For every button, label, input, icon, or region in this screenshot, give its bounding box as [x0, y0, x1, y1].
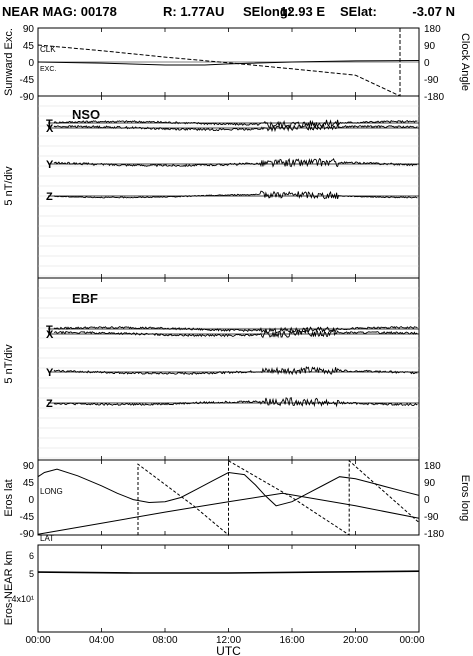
tick-right-m180: -180	[424, 92, 444, 103]
tick-left-90: 90	[23, 24, 35, 35]
panel-sunward-clock: Sunward Exc. Clock Angle 90 45 0 -45 -90…	[3, 24, 471, 103]
x-tick-1600: 16:00	[279, 635, 304, 646]
series-trace-z	[53, 190, 418, 200]
tick-right-90: 90	[424, 41, 436, 52]
panel-frame	[37, 544, 420, 633]
series-trace-x	[53, 328, 418, 339]
y-axis-title-right: Eros long	[459, 475, 471, 521]
series-label-t: T	[46, 324, 53, 336]
x-tick-0000: 00:00	[25, 635, 50, 646]
series-lat	[137, 459, 420, 537]
y-axis-title-nso: 5 nT/div	[3, 166, 15, 206]
tick-right-0: 0	[424, 495, 430, 506]
series-trace-t	[53, 119, 418, 130]
y-axis-title-left: Sunward Exc.	[3, 28, 15, 96]
tick-left-m90: -90	[20, 529, 35, 540]
instrument-label: NEAR MAG: 00178	[2, 4, 117, 19]
exc-annotation: EXC.	[40, 66, 56, 73]
x-axis: 00:00 04:00 08:00 12:00 16:00 20:00 00:0…	[25, 635, 424, 656]
ebf-series-group: TX Y Z	[46, 324, 419, 410]
tick-left-0: 0	[28, 495, 34, 506]
selat-label: SElat:	[340, 4, 377, 19]
series-long	[37, 468, 420, 507]
panel-ebf: EBF 5 nT/div TX Y Z	[3, 277, 420, 461]
long-annotation: LONG	[40, 487, 63, 496]
selong-value: 12.93 E	[280, 4, 325, 19]
x-tick-1200: 12:00	[216, 635, 241, 646]
x-tick-0800: 08:00	[152, 635, 177, 646]
tick-left-45: 45	[23, 478, 35, 489]
series-exc	[37, 60, 420, 66]
tick-5: 5	[29, 569, 34, 579]
x-tick-2400: 00:00	[399, 635, 424, 646]
panel-title-ebf: EBF	[72, 291, 98, 306]
tick-right-180: 180	[424, 461, 441, 472]
tick-left-m45: -45	[20, 75, 35, 86]
series-label-y: Y	[46, 159, 54, 171]
series-label-y: Y	[46, 367, 54, 379]
y-axis-title-ebf: 5 nT/div	[3, 344, 15, 384]
series-ascending	[37, 492, 420, 535]
nso-series-group: TX Y Z	[46, 118, 419, 203]
tick-left-0: 0	[28, 58, 34, 69]
eros-series-group	[37, 459, 420, 537]
clk-annotation: CLK	[40, 45, 56, 54]
series-trace-x	[53, 122, 418, 133]
series-label-z: Z	[46, 191, 53, 203]
x-tick-0400: 04:00	[89, 635, 114, 646]
y-axis-title-right: Clock Angle	[459, 33, 471, 91]
series-label-z: Z	[46, 398, 53, 410]
tick-right-180: 180	[424, 24, 441, 35]
series-clk	[37, 27, 419, 97]
series-trace-z	[53, 397, 418, 408]
y-axis-title: Eros-NEAR km	[3, 551, 15, 626]
range-label: R: 1.77AU	[163, 4, 224, 19]
tick-right-90: 90	[424, 478, 436, 489]
series-trace-y	[53, 157, 418, 168]
panel-eros-lat-long: Eros lat Eros long 90 45 0 -45 -90 180 9…	[3, 459, 471, 543]
ebf-gridlines	[38, 287, 419, 459]
series-label-x: X	[46, 329, 54, 341]
tick-right-m90: -90	[424, 512, 439, 523]
panel-eros-near: Eros-NEAR km 6 5 4x10¹	[3, 544, 420, 633]
lat-annotation: LAT	[40, 534, 54, 543]
selong-label: SElong:	[243, 4, 292, 19]
series-label-t: T	[46, 118, 53, 130]
tick-right-0: 0	[424, 58, 430, 69]
series-trace-y	[53, 365, 418, 376]
panel-nso: NSO 5 nT/div TX Y Z	[3, 95, 420, 279]
tick-right-m180: -180	[424, 529, 444, 540]
tick-left-m45: -45	[20, 512, 35, 523]
tick-left-45: 45	[23, 41, 35, 52]
figure-header: NEAR MAG: 00178 R: 1.77AU SElong: 12.93 …	[2, 4, 455, 19]
x-axis-title: UTC	[216, 644, 241, 656]
nso-gridlines	[38, 105, 419, 277]
y-axis-title-left: Eros lat	[3, 479, 15, 516]
x-tick-2000: 20:00	[343, 635, 368, 646]
tick-left-m90: -90	[20, 92, 35, 103]
series-trace-t	[53, 326, 418, 334]
tick-4x10: 4x10¹	[11, 594, 34, 604]
series-distance	[37, 570, 420, 574]
tick-6: 6	[29, 551, 34, 561]
tick-left-90: 90	[23, 461, 35, 472]
series-label-x: X	[46, 123, 54, 135]
panel-title-nso: NSO	[72, 107, 100, 122]
selat-value: -3.07 N	[412, 4, 455, 19]
tick-right-m90: -90	[424, 75, 439, 86]
